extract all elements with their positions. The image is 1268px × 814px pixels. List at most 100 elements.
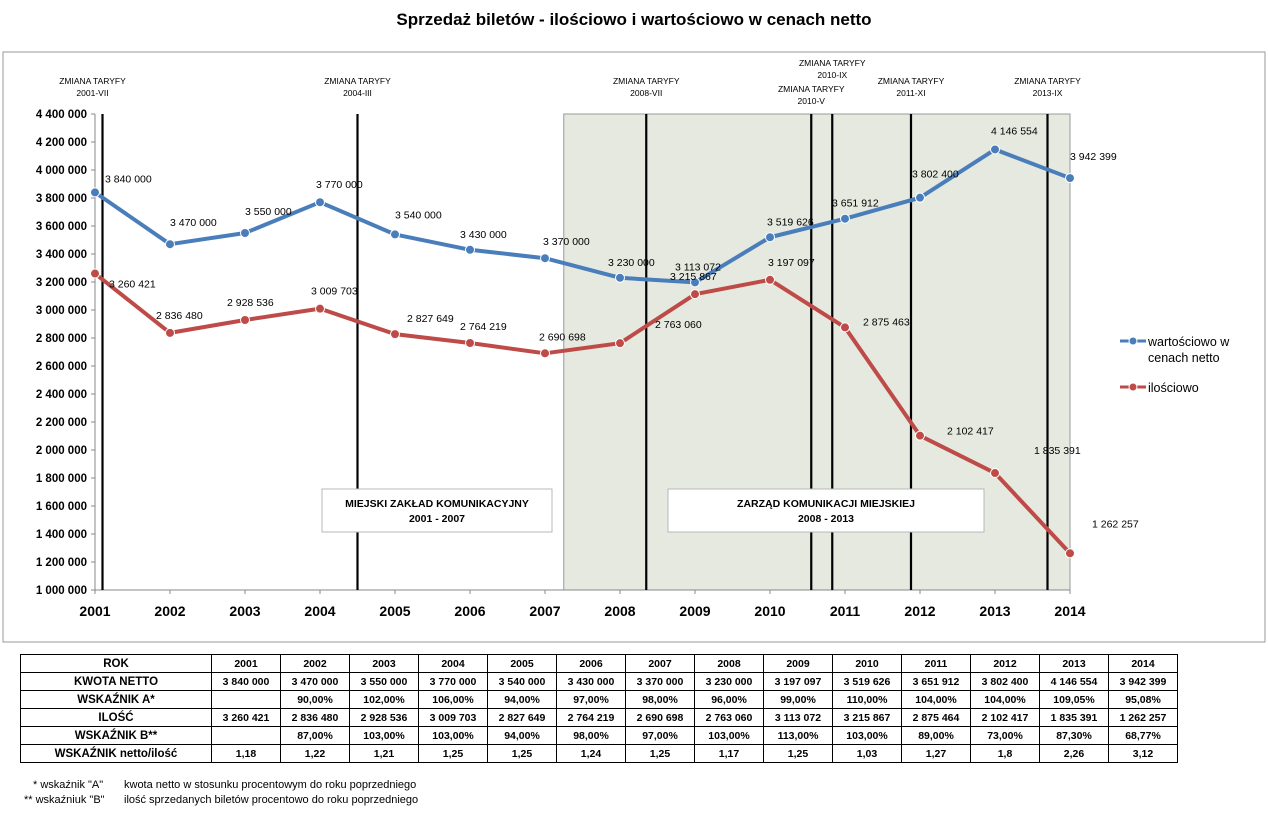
- table-cell: 103,00%: [832, 726, 902, 745]
- data-point: [1065, 173, 1075, 184]
- data-label: 2 827 649: [407, 313, 454, 325]
- table-cell: 98,00%: [556, 726, 626, 745]
- period-name: ZARZĄD KOMUNIKACJI MIEJSKIEJ: [737, 498, 915, 510]
- table-cell: 113,00%: [763, 726, 833, 745]
- table-cell: 3 215 867: [832, 708, 902, 727]
- table-cell: 4 146 554: [1039, 672, 1109, 691]
- table-cell: 1,25: [418, 744, 488, 763]
- table-cell: 2 928 536: [349, 708, 419, 727]
- table-cell: 1,25: [487, 744, 557, 763]
- x-tick-label: 2013: [979, 603, 1010, 619]
- table-header-row: ROK 2001 2002 2003 2004 2005 2006 2007 2008 2009 2…: [20, 654, 1178, 673]
- table-cell: 102,00%: [349, 690, 419, 709]
- table-year-cell: 2012: [970, 654, 1040, 673]
- data-label: 2 763 060: [655, 319, 702, 331]
- data-point: [165, 239, 175, 250]
- data-point: [990, 144, 1000, 155]
- table-year-cell: 2011: [901, 654, 971, 673]
- tariff-change-label: ZMIANA TARYFY: [1014, 76, 1081, 86]
- legend-label: ilościowo: [1148, 381, 1199, 395]
- table-row: ILOŚĆ 3 260 421 2 836 480 2 928 536 3 009 70…: [20, 708, 1178, 727]
- table-row: WSKAŹNIK A* 90,00% 102,00% 106,00% 94,00% 97,…: [20, 690, 1178, 709]
- table-cell: 3 519 626: [832, 672, 902, 691]
- table-cell: 94,00%: [487, 726, 557, 745]
- data-point: [615, 338, 625, 349]
- y-tick-label: 3 800 000: [36, 193, 87, 205]
- table-cell: 1,22: [280, 744, 350, 763]
- data-label: 2 875 463: [863, 316, 910, 328]
- data-label: 1 835 391: [1034, 445, 1081, 457]
- data-point: [240, 228, 250, 238]
- data-label: 3 651 912: [832, 198, 879, 210]
- data-point: [315, 303, 325, 314]
- table-cell: 1,27: [901, 744, 971, 763]
- table-cell: 90,00%: [280, 690, 350, 709]
- table-cell: 109,05%: [1039, 690, 1109, 709]
- table-cell: 2 836 480: [280, 708, 350, 727]
- table-cell: 1,25: [625, 744, 695, 763]
- table-cell: 94,00%: [487, 690, 557, 709]
- data-table: ROK 2001 2002 2003 2004 2005 2006 2007 2008 2009 2…: [20, 654, 1178, 763]
- y-tick-label: 1 800 000: [36, 473, 87, 485]
- data-point: [765, 274, 775, 285]
- data-label: 1 262 257: [1092, 518, 1139, 530]
- table-year-cell: 2004: [418, 654, 488, 673]
- table-row: WSKAŹNIK netto/ilość 1,18 1,22 1,21 1,25 1,25…: [20, 744, 1178, 763]
- table-cell: 3 370 000: [625, 672, 695, 691]
- table-cell: 2 764 219: [556, 708, 626, 727]
- table-year-cell: 2001: [211, 654, 281, 673]
- x-tick-label: 2011: [830, 603, 861, 619]
- tariff-change-label: ZMIANA TARYFY: [324, 76, 391, 86]
- data-label: 3 230 000: [608, 257, 655, 269]
- table-cell: 3,12: [1108, 744, 1178, 763]
- data-point: [540, 348, 550, 359]
- tariff-change-label: ZMIANA TARYFY: [878, 76, 945, 86]
- data-point: [465, 244, 475, 255]
- y-tick-label: 4 000 000: [36, 165, 87, 177]
- data-point: [165, 327, 175, 338]
- tariff-change-label: ZMIANA TARYFY: [799, 58, 866, 68]
- table-year-cell: 2013: [1039, 654, 1109, 673]
- y-tick-label: 4 400 000: [36, 109, 87, 121]
- data-point: [690, 289, 700, 300]
- table-row: KWOTA NETTO 3 840 000 3 470 000 3 550 000 3 …: [20, 672, 1178, 691]
- tariff-change-label: ZMIANA TARYFY: [59, 76, 126, 86]
- data-point: [540, 253, 550, 264]
- x-tick-label: 2010: [754, 603, 785, 619]
- footnote-a-text: kwota netto w stosunku procentowym do ro…: [124, 779, 417, 791]
- table-row-label: WSKAŹNIK netto/ilość: [20, 744, 212, 763]
- x-tick-label: 2012: [904, 603, 935, 619]
- table-cell: 1,21: [349, 744, 419, 763]
- y-tick-label: 1 400 000: [36, 529, 87, 541]
- table-cell: 104,00%: [970, 690, 1040, 709]
- period-years: 2008 - 2013: [798, 513, 854, 525]
- data-label: 3 942 399: [1070, 151, 1117, 163]
- line-chart: 1 000 000 1 200 000 1 400 000 1 600 000 1 80…: [2, 51, 1266, 643]
- x-tick-label: 2002: [154, 603, 185, 619]
- x-tick-label: 2008: [604, 603, 635, 619]
- data-point: [390, 229, 400, 240]
- tariff-change-date: 2013-IX: [1033, 88, 1063, 98]
- table-cell: 98,00%: [625, 690, 695, 709]
- y-tick-label: 3 600 000: [36, 221, 87, 233]
- data-label: 2 690 698: [539, 331, 586, 343]
- tariff-change-date: 2001-VII: [76, 88, 108, 98]
- period-name: MIEJSKI ZAKŁAD KOMUNIKACYJNY: [345, 498, 529, 510]
- x-tick-label: 2005: [379, 603, 410, 619]
- table-cell: 1 262 257: [1108, 708, 1178, 727]
- table-cell: 103,00%: [694, 726, 764, 745]
- data-label: 3 370 000: [543, 236, 590, 248]
- table-cell: 2,26: [1039, 744, 1109, 763]
- table-cell: 97,00%: [556, 690, 626, 709]
- table-cell: 103,00%: [349, 726, 419, 745]
- table-cell: 104,00%: [901, 690, 971, 709]
- data-label: 3 430 000: [460, 229, 507, 241]
- table-row-label: WSKAŹNIK A*: [20, 690, 212, 709]
- table-cell: 106,00%: [418, 690, 488, 709]
- data-label: 3 519 626: [767, 216, 814, 228]
- y-tick-label: 3 200 000: [36, 277, 87, 289]
- tariff-change-date: 2011-XI: [896, 88, 925, 98]
- y-tick-label: 3 000 000: [36, 305, 87, 317]
- y-tick-label: 2 800 000: [36, 333, 87, 345]
- table-header-label: ROK: [20, 654, 212, 673]
